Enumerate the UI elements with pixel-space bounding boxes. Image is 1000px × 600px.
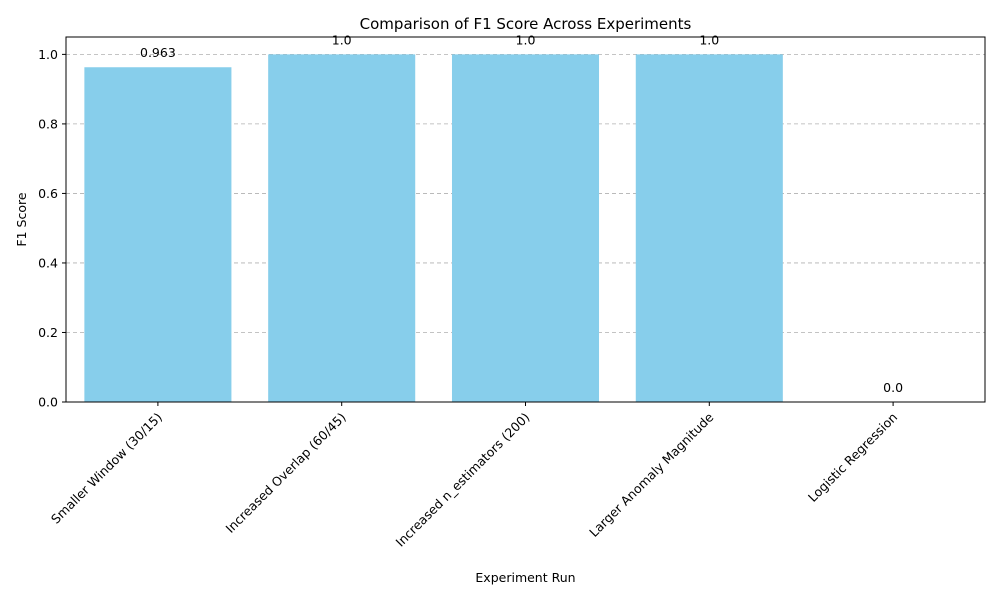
x-tick-label: Smaller Window (30/15) [48,410,165,527]
x-tick-label: Logistic Regression [805,410,900,505]
y-tick-label: 0.4 [38,255,58,270]
data-label: 1.0 [699,32,719,47]
chart-title: Comparison of F1 Score Across Experiment… [360,15,692,33]
y-tick-label: 0.0 [38,395,58,410]
data-labels: 0.963 1.0 1.0 1.0 0.0 [140,32,903,395]
y-tick-label: 1.0 [38,47,58,62]
bar [84,67,232,402]
data-label: 0.0 [883,380,903,395]
x-tick-label: Increased n_estimators (200) [392,410,532,550]
bar [268,54,416,402]
data-label: 0.963 [140,45,176,60]
data-label: 1.0 [516,32,536,47]
x-tick-label: Larger Anomaly Magnitude [586,409,717,540]
y-tick-label: 0.6 [38,186,58,201]
bar [451,54,600,402]
bar [635,54,783,402]
y-tick-label: 0.2 [38,325,58,340]
x-axis-title: Experiment Run [475,570,575,585]
x-tick-label: Increased Overlap (60/45) [222,410,348,536]
y-tick-label: 0.8 [38,116,58,131]
data-label: 1.0 [332,32,352,47]
bars [84,54,783,402]
y-axis-title: F1 Score [14,192,29,246]
x-axis-ticks: Smaller Window (30/15) Increased Overlap … [48,402,900,550]
y-axis-ticks: 0.0 0.2 0.4 0.6 0.8 1.0 [38,47,66,410]
grid-lines [66,53,985,333]
